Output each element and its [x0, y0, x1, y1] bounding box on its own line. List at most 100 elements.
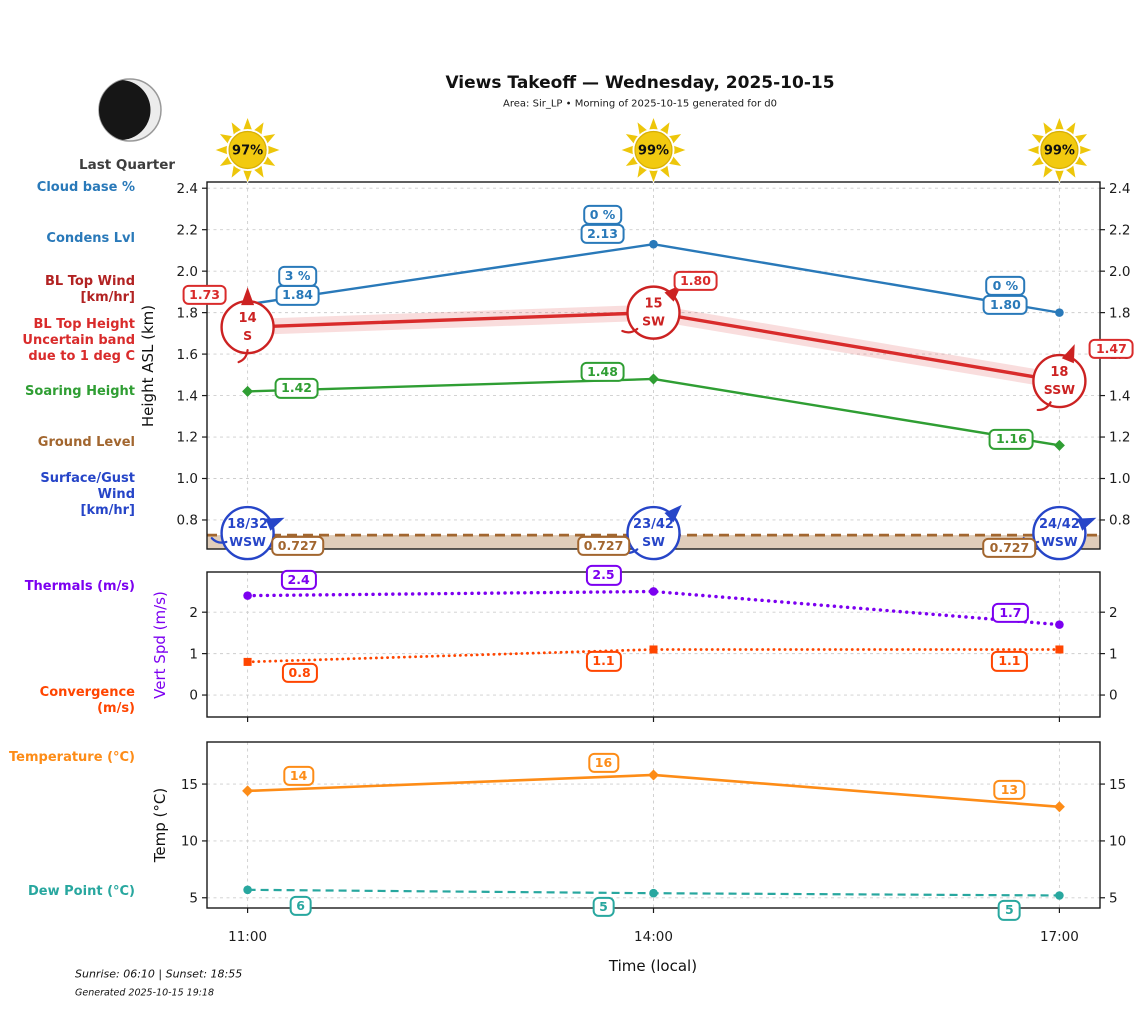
- y-tick-label: 2.0: [1109, 264, 1130, 280]
- y-tick-label: 2.0: [177, 264, 198, 280]
- y-tick-label: 2.2: [1109, 222, 1130, 238]
- wind-arrow-tail: [237, 349, 249, 364]
- data-point-marker: [243, 885, 252, 895]
- legend-label: BL Top Height Uncertain band due to 1 de…: [22, 317, 135, 364]
- data-point-marker: [1053, 801, 1065, 813]
- value-label: 1.42: [274, 378, 319, 399]
- data-point-marker: [1053, 439, 1065, 451]
- chart-panel: 0 0 1 1 2 2: [189, 571, 1118, 722]
- data-point-marker: [1055, 620, 1064, 629]
- y-tick-label: 2: [189, 605, 198, 621]
- data-point-marker: [648, 373, 659, 385]
- wind-arrow: [1036, 344, 1075, 412]
- data-point-marker: [649, 645, 658, 654]
- y-tick-label: 1.8: [1109, 305, 1130, 321]
- x-tick-label: 11:00: [228, 929, 268, 945]
- wind-dir-text: S: [243, 328, 252, 343]
- sun-disc-ring: [632, 129, 675, 171]
- y-tick-label: 15: [181, 777, 198, 793]
- wind-circle: [220, 505, 275, 561]
- y-tick-label: 1.6: [177, 347, 198, 363]
- value-label: 2.5: [585, 565, 622, 586]
- uncertainty-band: [247, 304, 1060, 390]
- sun-disc-ring: [226, 129, 269, 171]
- x-tick-label: 14:00: [634, 929, 673, 945]
- y-tick-label: 1.2: [177, 430, 198, 446]
- legend-label: Surface/Gust Wind [km/hr]: [40, 471, 135, 518]
- wind-arrow-head: [664, 504, 682, 523]
- value-label: 1.1: [585, 651, 622, 672]
- data-point-marker: [242, 385, 254, 397]
- sun-icon: 97%: [213, 115, 282, 185]
- value-label: 1.80: [982, 294, 1028, 315]
- value-label: 16: [587, 752, 620, 774]
- y-tick-label: 10: [181, 834, 198, 850]
- page-title: Views Takeoff — Wednesday, 2025-10-15: [445, 73, 835, 93]
- series-line: [246, 648, 1061, 664]
- value-label: 1.80: [673, 270, 718, 291]
- sun-icon: 99%: [619, 115, 688, 185]
- wind-speed-text: 15: [644, 297, 662, 312]
- y-tick-label: 0: [1109, 688, 1118, 704]
- generated-note: Generated 2025-10-15 19:18: [75, 987, 215, 999]
- value-label: 6: [289, 895, 312, 916]
- y-tick-label: 15: [1109, 777, 1126, 793]
- y-tick-label: 1.2: [1109, 430, 1130, 446]
- legend-label: Ground Level: [37, 435, 135, 451]
- y-tick-label: 5: [1109, 890, 1118, 906]
- sunrise-sunset-note: Sunrise: 06:10 | Sunset: 18:55: [75, 967, 243, 981]
- y-tick-label: 10: [1109, 834, 1126, 850]
- value-label: 5: [998, 900, 1021, 921]
- y-tick-label: 1.0: [1109, 471, 1130, 487]
- legend-label: Soaring Height: [25, 384, 135, 400]
- data-point-marker: [1055, 645, 1064, 654]
- y-tick-label: 1.4: [177, 388, 198, 404]
- value-label: 1.48: [580, 361, 625, 383]
- value-label: 1.1: [991, 651, 1028, 672]
- sun-percent-text: 99%: [1044, 144, 1075, 159]
- cloud-base-pct-label: 0 %: [985, 275, 1026, 296]
- value-label: 14: [282, 765, 315, 786]
- y-tick-label: 2.4: [177, 181, 198, 197]
- y-tick-label: 0.8: [177, 513, 198, 529]
- value-label: 1.16: [988, 429, 1034, 450]
- legend-label: Condens Lvl: [46, 231, 135, 247]
- wind-arrow: [237, 287, 255, 364]
- y-tick-label: 1: [1109, 646, 1118, 662]
- wind-dir-text: SSW: [1044, 382, 1075, 397]
- wind-arrow: [210, 517, 285, 544]
- sun-disc: [634, 130, 673, 170]
- sun-disc-ring: [1038, 129, 1081, 171]
- y-tick-label: 1.8: [177, 305, 198, 321]
- data-point-marker: [648, 769, 659, 781]
- wind-speed-text: 18: [1050, 365, 1068, 380]
- wind-arrow-head: [265, 517, 285, 531]
- y-tick-label: 2: [1109, 605, 1118, 621]
- y-tick-label: 1.4: [1109, 388, 1130, 404]
- cloud-base-pct-label: 0 %: [582, 205, 623, 226]
- value-label: 0.727: [270, 535, 325, 557]
- wind-arrow-tail: [1036, 401, 1052, 412]
- value-label: 1.47: [1088, 338, 1134, 360]
- wind-dir-text: WSW: [229, 534, 266, 549]
- chart-panel: 0.80.81.01.01.21.21.41.41.61.61.81.82.02…: [177, 181, 1130, 554]
- data-point-marker: [242, 785, 254, 797]
- value-label: 13: [993, 779, 1026, 800]
- y-tick-label: 2.4: [1109, 181, 1130, 197]
- wind-arrow-tail: [621, 327, 639, 334]
- moon-shadow: [99, 80, 151, 140]
- chart-panel: 5 5 10 10 15 15: [181, 741, 1126, 913]
- value-label: 2.4: [280, 569, 317, 590]
- wind-dir-text: WSW: [1041, 534, 1078, 549]
- y-tick-label: 1: [189, 646, 198, 662]
- sun-disc: [228, 130, 267, 170]
- cloud-base-pct-label: 3 %: [277, 266, 318, 287]
- data-point-marker: [1055, 308, 1064, 317]
- wind-speed-text: 14: [239, 311, 257, 326]
- legend-label: Thermals (m/s): [24, 579, 135, 595]
- x-tick-label: 17:00: [1039, 929, 1079, 945]
- surface-wind-indicator: 18/32 WSW: [210, 505, 285, 561]
- wind-circle: [626, 505, 681, 561]
- y-tick-label: 1.0: [177, 471, 198, 487]
- data-point-marker: [649, 587, 658, 596]
